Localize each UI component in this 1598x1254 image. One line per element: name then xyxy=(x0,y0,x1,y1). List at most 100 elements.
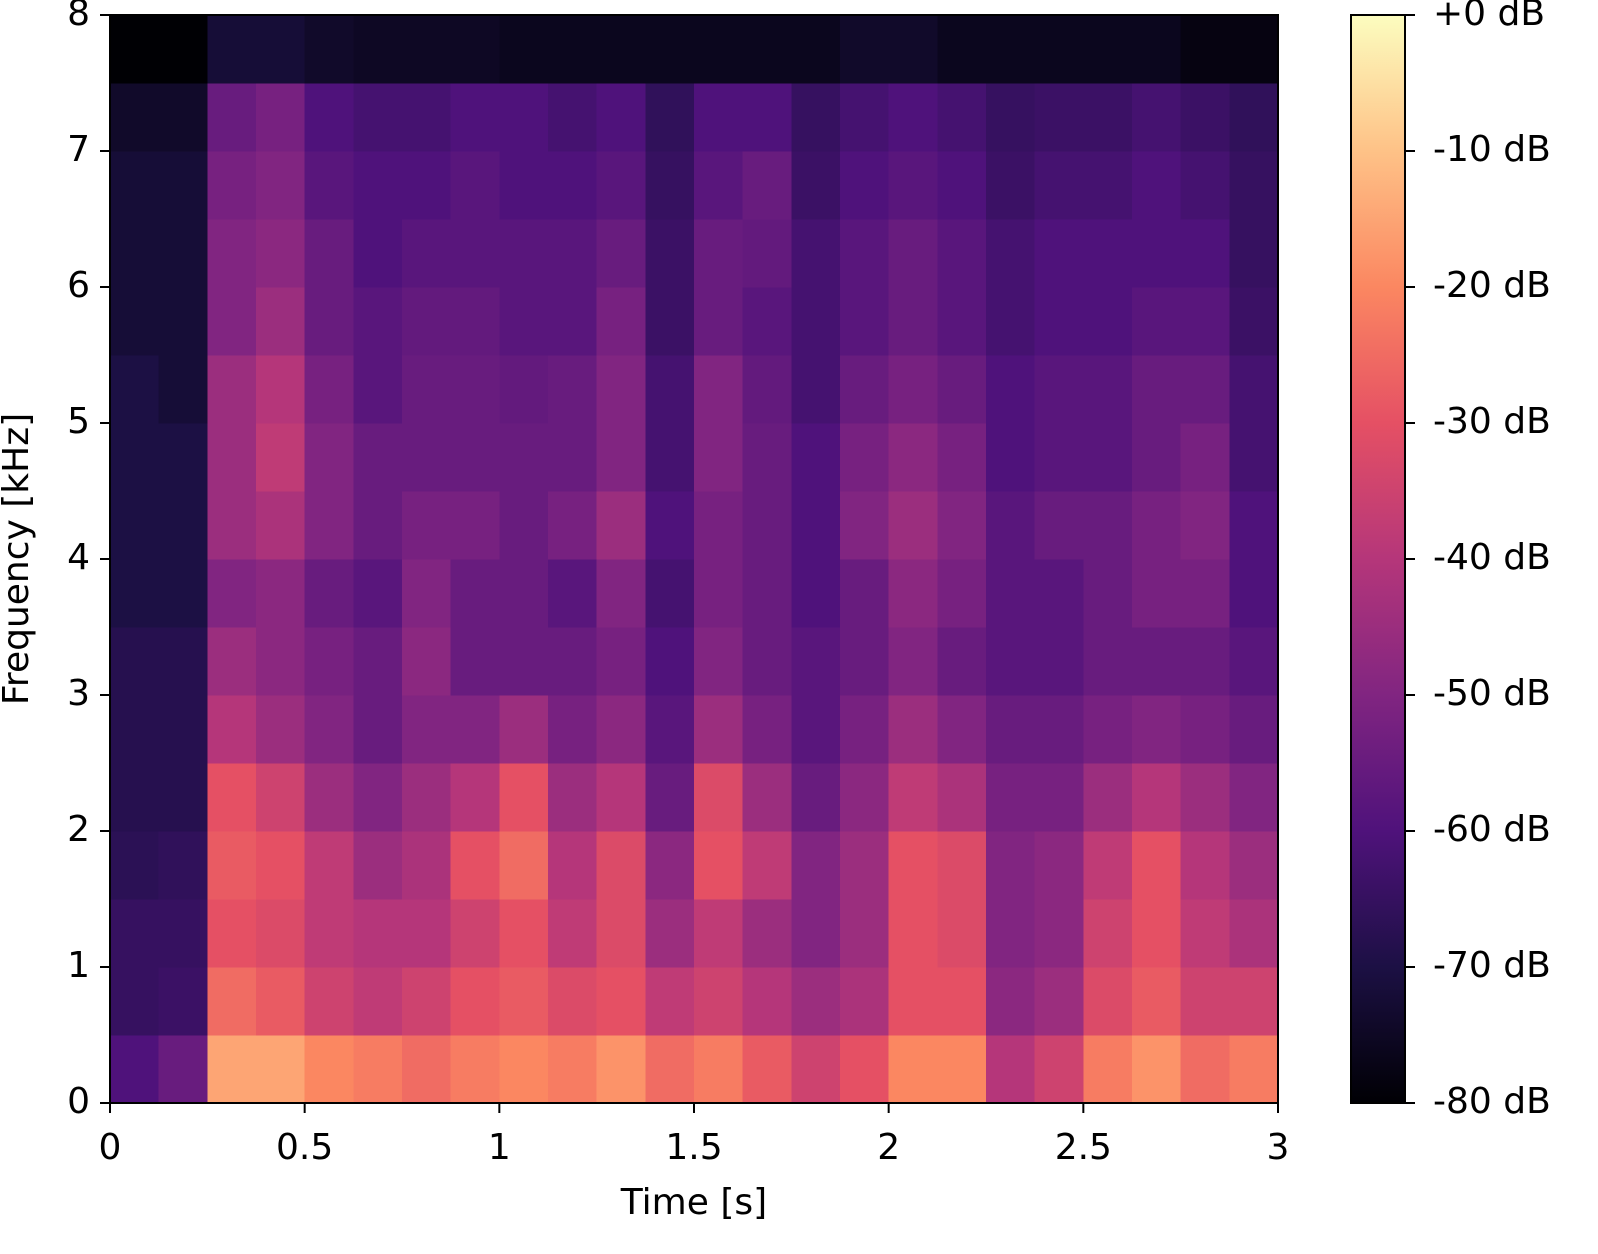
x-tick-label: 2 xyxy=(877,1127,900,1168)
spectrogram-cell xyxy=(791,83,841,152)
spectrogram-cell xyxy=(402,151,452,220)
spectrogram-cell xyxy=(742,627,792,696)
spectrogram-cell xyxy=(207,15,257,84)
spectrogram-cell xyxy=(1132,831,1182,900)
spectrogram-cell xyxy=(1034,219,1084,288)
spectrogram-cell xyxy=(937,83,987,152)
spectrogram-cell xyxy=(1132,899,1182,968)
spectrogram-cell xyxy=(1229,15,1279,84)
spectrogram-cell xyxy=(986,967,1036,1036)
spectrogram-cell xyxy=(1083,899,1133,968)
spectrogram-cell xyxy=(1229,151,1279,220)
spectrogram-cell xyxy=(888,355,938,424)
spectrogram-cell xyxy=(256,899,306,968)
spectrogram-cell xyxy=(158,287,208,356)
spectrogram-cell xyxy=(1229,355,1279,424)
spectrogram-cell xyxy=(353,219,403,288)
spectrogram-cell xyxy=(499,423,549,492)
spectrogram-cell xyxy=(256,491,306,560)
y-tick-label: 5 xyxy=(67,401,90,442)
spectrogram-cell xyxy=(596,287,646,356)
spectrogram-cell xyxy=(742,695,792,764)
spectrogram-cell xyxy=(888,1035,938,1104)
spectrogram-cell xyxy=(402,15,452,84)
spectrogram-cell xyxy=(791,219,841,288)
spectrogram-cell xyxy=(499,1035,549,1104)
spectrogram-cell xyxy=(1034,287,1084,356)
spectrogram-cell xyxy=(499,627,549,696)
spectrogram-cell xyxy=(742,899,792,968)
spectrogram-cell xyxy=(1229,831,1279,900)
spectrogram-cell xyxy=(499,695,549,764)
spectrogram-cell xyxy=(402,967,452,1036)
spectrogram-cell xyxy=(1180,899,1230,968)
spectrogram-cell xyxy=(548,763,598,832)
spectrogram-cell xyxy=(1083,355,1133,424)
spectrogram-cell xyxy=(1034,355,1084,424)
spectrogram-cell xyxy=(986,219,1036,288)
spectrogram-cell xyxy=(402,423,452,492)
spectrogram-cell xyxy=(791,423,841,492)
y-tick-label: 3 xyxy=(67,673,90,714)
x-tick-label: 0 xyxy=(99,1127,122,1168)
spectrogram-cell xyxy=(158,491,208,560)
spectrogram-cell xyxy=(937,831,987,900)
spectrogram-cell xyxy=(304,219,354,288)
spectrogram-cell xyxy=(986,627,1036,696)
spectrogram-cell xyxy=(110,423,160,492)
spectrogram-cell xyxy=(207,627,257,696)
spectrogram-cell xyxy=(1132,355,1182,424)
spectrogram-cell xyxy=(1180,219,1230,288)
spectrogram-cell xyxy=(1180,967,1230,1036)
spectrogram-cell xyxy=(304,491,354,560)
spectrogram-cell xyxy=(499,559,549,628)
spectrogram-cell xyxy=(548,627,598,696)
spectrogram-cell xyxy=(353,355,403,424)
spectrogram-cell xyxy=(1229,559,1279,628)
spectrogram-cell xyxy=(1083,831,1133,900)
spectrogram-cell xyxy=(548,287,598,356)
spectrogram-cell xyxy=(986,1035,1036,1104)
y-tick-label: 7 xyxy=(67,129,90,170)
spectrogram-cell xyxy=(256,423,306,492)
spectrogram-cell xyxy=(353,151,403,220)
spectrogram-cell xyxy=(304,967,354,1036)
spectrogram-cell xyxy=(888,627,938,696)
spectrogram-cell xyxy=(499,967,549,1036)
spectrogram-cell xyxy=(937,219,987,288)
y-tick-label: 2 xyxy=(67,809,90,850)
spectrogram-cell xyxy=(937,695,987,764)
spectrogram-cell xyxy=(694,423,744,492)
colorbar-tick-label: -50 dB xyxy=(1433,673,1551,714)
spectrogram-cell xyxy=(499,491,549,560)
spectrogram-cell xyxy=(840,15,890,84)
spectrogram-cell xyxy=(888,491,938,560)
spectrogram-cell xyxy=(1229,627,1279,696)
spectrogram-cell xyxy=(304,627,354,696)
spectrogram-cell xyxy=(645,15,695,84)
spectrogram-cell xyxy=(353,559,403,628)
spectrogram-cell xyxy=(596,763,646,832)
spectrogram-cell xyxy=(256,355,306,424)
spectrogram-cell xyxy=(402,763,452,832)
spectrogram-cell xyxy=(1034,423,1084,492)
spectrogram-cell xyxy=(450,695,500,764)
spectrogram-cell xyxy=(645,899,695,968)
spectrogram-cell xyxy=(840,899,890,968)
spectrogram-cell xyxy=(1229,967,1279,1036)
spectrogram-cell xyxy=(207,287,257,356)
spectrogram-cell xyxy=(353,899,403,968)
colorbar-tick-label: -40 dB xyxy=(1433,537,1551,578)
spectrogram-cell xyxy=(1083,15,1133,84)
spectrogram-cell xyxy=(304,831,354,900)
spectrogram-cell xyxy=(694,151,744,220)
spectrogram-cell xyxy=(1180,15,1230,84)
spectrogram-cell xyxy=(937,355,987,424)
spectrogram-cell xyxy=(791,287,841,356)
spectrogram-cell xyxy=(110,355,160,424)
spectrogram-cell xyxy=(548,83,598,152)
spectrogram-cell xyxy=(986,763,1036,832)
spectrogram-cell xyxy=(450,287,500,356)
spectrogram-cell xyxy=(694,831,744,900)
